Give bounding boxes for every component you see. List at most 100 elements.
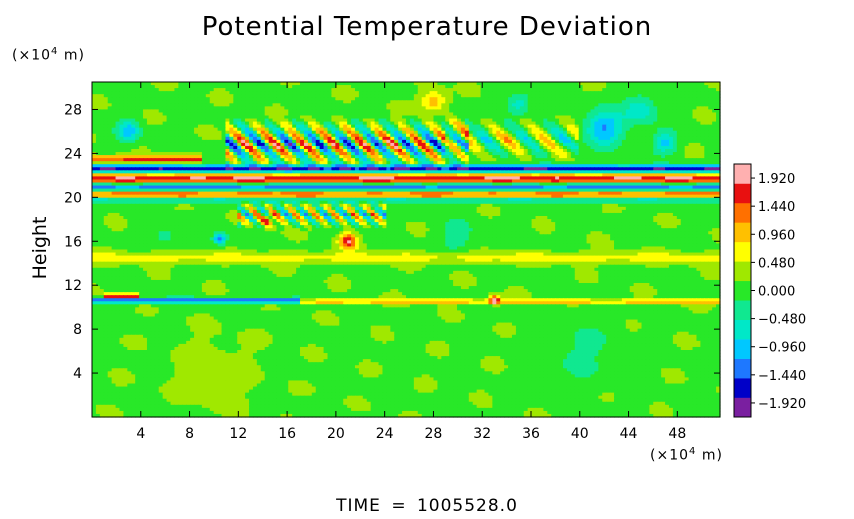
heatmap-cell bbox=[303, 85, 309, 89]
heatmap-cell bbox=[174, 88, 179, 92]
heatmap-cell bbox=[539, 94, 544, 98]
heatmap-cell bbox=[264, 82, 270, 86]
heatmap-cell bbox=[394, 91, 399, 95]
heatmap-cell bbox=[288, 91, 293, 95]
heatmap-cell bbox=[665, 88, 670, 92]
heatmap-cell bbox=[378, 88, 384, 92]
heatmap-cell bbox=[437, 82, 442, 86]
heatmap-cell bbox=[245, 82, 250, 86]
heatmap-cell bbox=[382, 94, 387, 98]
heatmap-cell bbox=[276, 82, 281, 86]
heatmap-cell bbox=[413, 94, 419, 98]
heatmap-cell bbox=[433, 94, 438, 98]
heatmap-cell bbox=[496, 82, 501, 86]
heatmap-cell bbox=[347, 85, 352, 89]
heatmap-cell bbox=[233, 82, 238, 86]
heatmap-cell bbox=[252, 94, 258, 98]
heatmap-cell bbox=[252, 88, 258, 92]
heatmap-cell bbox=[523, 91, 529, 95]
heatmap-cell bbox=[158, 91, 164, 95]
heatmap-cell bbox=[394, 85, 399, 89]
heatmap-cell bbox=[661, 85, 666, 89]
heatmap-cell bbox=[213, 97, 219, 101]
heatmap-cell bbox=[241, 91, 246, 95]
heatmap-cell bbox=[460, 82, 466, 86]
heatmap-cell bbox=[574, 88, 580, 92]
heatmap-cell bbox=[665, 94, 670, 98]
heatmap-cell bbox=[300, 82, 305, 86]
heatmap-cell bbox=[409, 91, 415, 95]
heatmap-cell bbox=[374, 94, 380, 98]
heatmap-cell bbox=[559, 85, 564, 89]
heatmap-cell bbox=[653, 82, 658, 86]
heatmap-cell bbox=[288, 88, 293, 92]
heatmap-cell bbox=[354, 85, 360, 89]
heatmap-cell bbox=[570, 82, 576, 86]
heatmap-cell bbox=[515, 91, 521, 95]
heatmap-cell bbox=[174, 82, 179, 86]
heatmap-cell bbox=[225, 97, 230, 101]
heatmap-cell bbox=[617, 91, 623, 95]
heatmap-cell bbox=[633, 88, 639, 92]
heatmap-cell bbox=[315, 82, 321, 86]
heatmap-cell bbox=[398, 82, 403, 86]
heatmap-cell bbox=[421, 85, 427, 89]
heatmap-cell bbox=[457, 94, 462, 98]
heatmap-cell bbox=[146, 82, 152, 86]
heatmap-cell bbox=[417, 85, 423, 89]
heatmap-cell bbox=[292, 82, 297, 86]
heatmap-cell bbox=[519, 82, 525, 86]
heatmap-cell bbox=[472, 88, 478, 92]
heatmap-cell bbox=[217, 97, 223, 101]
heatmap-cell bbox=[441, 82, 446, 86]
heatmap-cell bbox=[586, 88, 592, 92]
heatmap-cell bbox=[476, 91, 482, 95]
heatmap-cell bbox=[468, 94, 474, 98]
heatmap-cell bbox=[358, 94, 364, 98]
heatmap-cell bbox=[213, 94, 219, 98]
heatmap-cell bbox=[460, 91, 466, 95]
heatmap-cell bbox=[272, 91, 278, 95]
heatmap-cell bbox=[535, 82, 541, 86]
heatmap-cell bbox=[543, 85, 548, 89]
heatmap-cell bbox=[716, 88, 721, 92]
heatmap-cell bbox=[339, 88, 344, 92]
heatmap-cell bbox=[323, 91, 329, 95]
heatmap-cell bbox=[260, 88, 266, 92]
heatmap-cell bbox=[158, 85, 164, 89]
heatmap-cell bbox=[653, 91, 658, 95]
heatmap-cell bbox=[602, 82, 607, 86]
heatmap-cell bbox=[515, 88, 521, 92]
heatmap-cell bbox=[143, 91, 148, 95]
heatmap-cell bbox=[665, 91, 670, 95]
heatmap-cell bbox=[276, 94, 281, 98]
heatmap-cell bbox=[425, 94, 431, 98]
heatmap-cell bbox=[394, 82, 399, 86]
heatmap-cell bbox=[390, 82, 395, 86]
heatmap-cell bbox=[409, 88, 415, 92]
heatmap-cell bbox=[95, 85, 101, 89]
heatmap-cell bbox=[453, 91, 458, 95]
heatmap-cell bbox=[92, 97, 97, 101]
heatmap-cell bbox=[680, 94, 686, 98]
heatmap-cell bbox=[150, 91, 156, 95]
heatmap-cell bbox=[205, 91, 211, 95]
heatmap-cell bbox=[225, 91, 230, 95]
heatmap-cell bbox=[119, 82, 124, 86]
heatmap-cell bbox=[99, 88, 105, 92]
heatmap-cell bbox=[460, 94, 466, 98]
heatmap-cell bbox=[398, 88, 403, 92]
heatmap-cell bbox=[366, 91, 372, 95]
heatmap-cell bbox=[201, 97, 207, 101]
heatmap-cell bbox=[241, 94, 246, 98]
heatmap-cell bbox=[190, 91, 195, 95]
heatmap-cell bbox=[555, 88, 560, 92]
heatmap-cell bbox=[221, 85, 227, 89]
heatmap-cell bbox=[433, 91, 438, 95]
heatmap-cell bbox=[472, 91, 478, 95]
heatmap-cell bbox=[637, 94, 643, 98]
heatmap-cell bbox=[480, 91, 486, 95]
heatmap-cell bbox=[437, 88, 442, 92]
heatmap-cell bbox=[335, 82, 340, 86]
heatmap-cell bbox=[394, 88, 399, 92]
